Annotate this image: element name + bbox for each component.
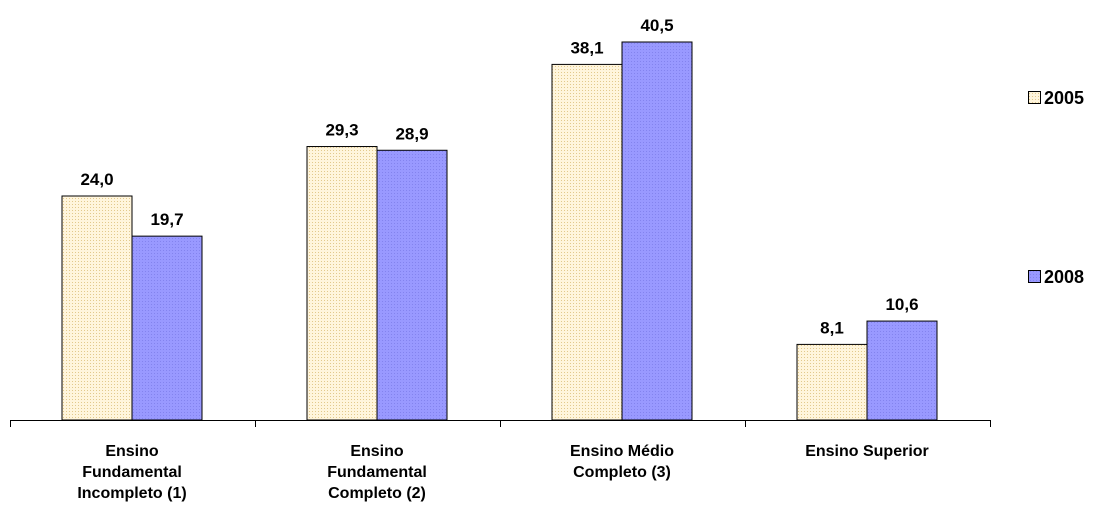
category-label-2: Ensino Fundamental Completo (2) (327, 443, 427, 502)
category-label-4: Ensino Superior (805, 443, 929, 460)
value-label-2005-3: 38,1 (570, 38, 603, 57)
category-label-1: Ensino Fundamental Incompleto (1) (77, 443, 186, 502)
legend: 2005 2008 (1028, 88, 1084, 287)
category-labels: Ensino Fundamental Incompleto (1) Ensino Fun… (77, 443, 928, 502)
value-label-2008-4: 10,6 (885, 295, 918, 314)
legend-label-2005: 2005 (1044, 88, 1084, 108)
bar-2008-1 (131, 235, 203, 421)
bar-2005-2 (306, 146, 378, 421)
bar-2005-1 (61, 195, 133, 421)
bars-layer (61, 41, 938, 421)
legend-swatch-2008 (1028, 270, 1041, 283)
value-label-2008-1: 19,7 (150, 210, 183, 229)
legend-swatch-2005 (1028, 91, 1041, 104)
legend-label-2008: 2008 (1044, 267, 1084, 287)
bar-2008-2 (376, 149, 448, 421)
value-labels: 24,0 19,7 29,3 28,9 38,1 40,5 8,1 10,6 (80, 16, 918, 337)
bar-2008-3 (621, 41, 693, 421)
bar-2008-4 (866, 320, 938, 421)
bar-2005-3 (551, 63, 623, 421)
value-label-2008-3: 40,5 (640, 16, 673, 35)
x-axis (10, 420, 991, 427)
bar-2005-4 (796, 343, 868, 421)
value-label-2005-4: 8,1 (820, 318, 844, 337)
value-label-2005-1: 24,0 (80, 170, 113, 189)
value-label-2005-2: 29,3 (325, 121, 358, 140)
value-label-2008-2: 28,9 (395, 124, 428, 143)
category-label-3: Ensino Médio Completo (3) (570, 443, 674, 481)
